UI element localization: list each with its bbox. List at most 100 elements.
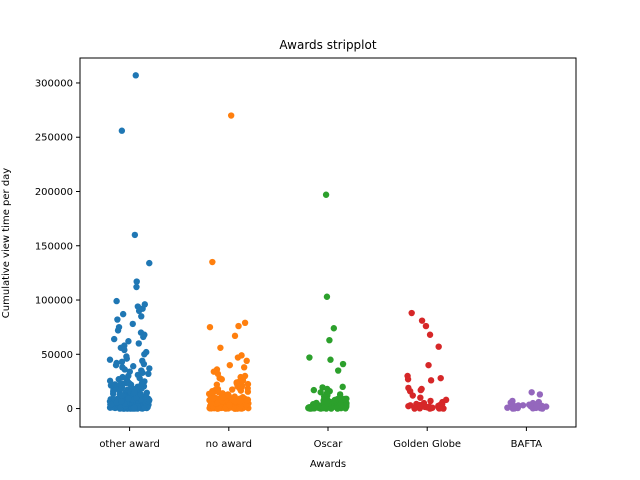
x-tick-label: other award bbox=[99, 439, 160, 450]
data-point-no-award bbox=[227, 362, 233, 368]
data-point-other-award bbox=[125, 396, 131, 402]
data-point-other-award bbox=[119, 392, 125, 398]
data-point-other-award bbox=[115, 327, 121, 333]
data-point-golden-globe bbox=[428, 377, 434, 383]
data-point-golden-globe bbox=[411, 405, 417, 411]
data-point-oscar bbox=[311, 405, 317, 411]
data-point-golden-globe bbox=[410, 392, 416, 398]
data-point-oscar bbox=[326, 337, 332, 343]
y-tick-label: 200000 bbox=[35, 187, 73, 198]
data-point-golden-globe bbox=[425, 362, 431, 368]
data-point-oscar bbox=[327, 357, 333, 363]
data-point-other-award bbox=[130, 363, 136, 369]
x-axis-label: Awards bbox=[310, 459, 346, 470]
data-point-no-award bbox=[210, 390, 216, 396]
data-point-bafta bbox=[543, 403, 549, 409]
data-point-golden-globe bbox=[423, 323, 429, 329]
data-point-other-award bbox=[133, 284, 139, 290]
data-point-oscar bbox=[342, 405, 348, 411]
data-point-no-award bbox=[217, 345, 223, 351]
y-tick-label: 100000 bbox=[35, 296, 73, 307]
data-point-oscar bbox=[306, 354, 312, 360]
data-point-golden-globe bbox=[405, 403, 411, 409]
data-point-no-award bbox=[244, 358, 250, 364]
data-point-oscar bbox=[335, 395, 341, 401]
data-point-other-award bbox=[141, 351, 147, 357]
data-point-other-award bbox=[145, 371, 151, 377]
data-point-other-award bbox=[146, 260, 152, 266]
data-point-bafta bbox=[511, 405, 517, 411]
data-point-other-award bbox=[138, 367, 144, 373]
data-point-other-award bbox=[114, 316, 120, 322]
data-point-other-award bbox=[108, 401, 114, 407]
data-point-other-award bbox=[131, 389, 137, 395]
data-point-oscar bbox=[305, 405, 311, 411]
data-point-other-award bbox=[107, 357, 113, 363]
data-point-no-award bbox=[225, 392, 231, 398]
data-point-no-award bbox=[239, 382, 245, 388]
data-point-oscar bbox=[335, 367, 341, 373]
data-point-no-award bbox=[235, 354, 241, 360]
y-tick-label: 50000 bbox=[41, 350, 73, 361]
data-point-no-award bbox=[229, 386, 235, 392]
data-point-other-award bbox=[141, 361, 147, 367]
x-tick-label: no award bbox=[206, 439, 252, 450]
data-point-golden-globe bbox=[417, 395, 423, 401]
data-point-golden-globe bbox=[427, 398, 433, 404]
data-point-other-award bbox=[112, 381, 118, 387]
data-point-no-award bbox=[209, 396, 215, 402]
x-tick-label: Oscar bbox=[314, 439, 344, 450]
x-tick-label: BAFTA bbox=[511, 439, 543, 450]
data-point-oscar bbox=[339, 384, 345, 390]
data-point-other-award bbox=[132, 232, 138, 238]
data-point-other-award bbox=[120, 311, 126, 317]
y-tick-label: 250000 bbox=[35, 133, 73, 144]
data-point-other-award bbox=[119, 374, 125, 380]
data-point-other-award bbox=[119, 128, 125, 134]
data-point-oscar bbox=[323, 192, 329, 198]
data-point-no-award bbox=[207, 324, 213, 330]
data-point-oscar bbox=[320, 405, 326, 411]
data-point-bafta bbox=[504, 404, 510, 410]
data-point-golden-globe bbox=[418, 387, 424, 393]
data-point-golden-globe bbox=[437, 405, 443, 411]
data-point-oscar bbox=[331, 325, 337, 331]
data-point-other-award bbox=[113, 298, 119, 304]
data-point-golden-globe bbox=[438, 375, 444, 381]
data-point-no-award bbox=[235, 323, 241, 329]
data-point-golden-globe bbox=[408, 310, 414, 316]
data-point-oscar bbox=[311, 387, 317, 393]
x-tick-label: Golden Globe bbox=[393, 439, 461, 450]
data-point-bafta bbox=[534, 403, 540, 409]
data-point-golden-globe bbox=[435, 343, 441, 349]
data-point-no-award bbox=[219, 376, 225, 382]
data-point-other-award bbox=[137, 383, 143, 389]
data-point-other-award bbox=[133, 72, 139, 78]
data-point-other-award bbox=[138, 313, 144, 319]
data-point-other-award bbox=[121, 347, 127, 353]
y-tick-label: 0 bbox=[67, 404, 73, 415]
data-point-oscar bbox=[342, 396, 348, 402]
chart-title: Awards stripplot bbox=[279, 38, 376, 52]
data-point-other-award bbox=[118, 398, 124, 404]
data-point-golden-globe bbox=[427, 332, 433, 338]
data-point-other-award bbox=[140, 334, 146, 340]
data-point-other-award bbox=[119, 359, 125, 365]
data-point-no-award bbox=[226, 402, 232, 408]
data-point-other-award bbox=[125, 379, 131, 385]
data-point-no-award bbox=[228, 112, 234, 118]
data-point-golden-globe bbox=[419, 317, 425, 323]
data-point-no-award bbox=[241, 364, 247, 370]
data-point-no-award bbox=[237, 398, 243, 404]
y-tick-label: 300000 bbox=[35, 78, 73, 89]
y-axis-label: Cumulative view time per day bbox=[1, 168, 12, 318]
data-point-golden-globe bbox=[427, 405, 433, 411]
data-point-oscar bbox=[324, 294, 330, 300]
data-point-other-award bbox=[113, 362, 119, 368]
data-point-other-award bbox=[117, 386, 123, 392]
data-point-oscar bbox=[328, 405, 334, 411]
data-point-golden-globe bbox=[405, 376, 411, 382]
data-point-other-award bbox=[146, 365, 152, 371]
data-point-no-award bbox=[244, 397, 250, 403]
